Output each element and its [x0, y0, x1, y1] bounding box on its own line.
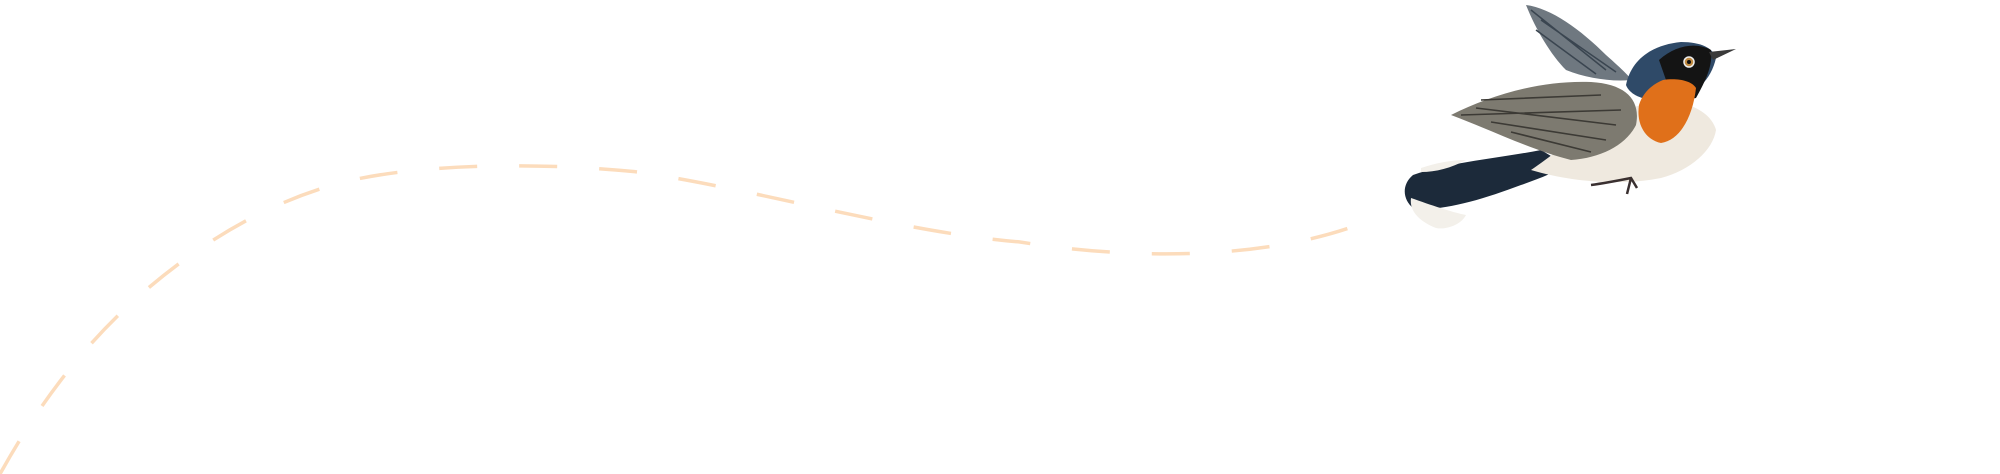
bird-icon — [1404, 5, 1736, 229]
bird-front-wing — [1451, 81, 1637, 160]
bird-beak — [1709, 49, 1736, 60]
flight-path-dashed-line — [0, 164, 1353, 474]
bird-upper-wing — [1526, 5, 1631, 81]
bird-feet — [1590, 176, 1639, 195]
bird-tail — [1404, 150, 1566, 209]
bird-tail-tips — [1410, 160, 1466, 229]
bird-throat — [1638, 79, 1696, 143]
